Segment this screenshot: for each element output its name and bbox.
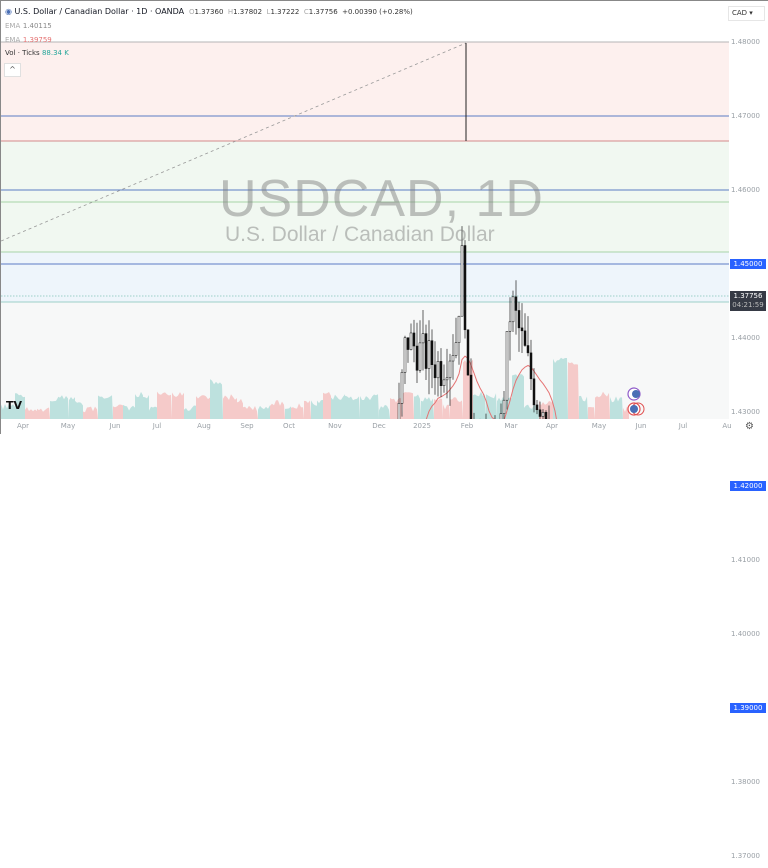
currency-selector[interactable]: CAD ▾ [728, 6, 765, 21]
time-tick: Apr [16, 422, 30, 430]
watermark-name: U.S. Dollar / Canadian Dollar [225, 223, 495, 246]
settings-gear-icon[interactable]: ⚙ [745, 421, 754, 432]
time-tick: Mar [504, 422, 518, 430]
time-axis[interactable]: Apr May Jun Jul Aug Sep Oct Nov Dec 2025 Feb Mar Apr… [1, 419, 768, 435]
price-tick: 1.47000 [731, 112, 760, 120]
time-tick: May [591, 422, 607, 430]
time-tick: May [60, 422, 76, 430]
price-tick: 1.48000 [731, 38, 760, 46]
price-tick: 1.46000 [731, 186, 760, 194]
ema-fast-legend[interactable]: EMA 1.40115 [5, 22, 52, 30]
price-chart-canvas[interactable] [1, 1, 729, 419]
resistance-zone [1, 42, 729, 141]
collapse-legend-button[interactable]: ^ [4, 63, 21, 77]
price-tick: 1.37000 [731, 852, 760, 860]
price-tick: 1.40000 [731, 630, 760, 638]
support-zone [1, 252, 729, 302]
price-tick: 1.44000 [731, 334, 760, 342]
volume-area [1, 357, 629, 419]
time-tick: Jun [635, 422, 647, 430]
price-tick: 1.38000 [731, 778, 760, 786]
economic-event-flags[interactable] [627, 387, 645, 416]
level-price-label: 1.45000 [730, 259, 766, 269]
watermark-ticker: USDCAD, 1D [219, 170, 544, 228]
bar-countdown: 04:21:59 [732, 301, 764, 309]
price-change: +0.00390 (+0.28%) [342, 8, 413, 16]
ema-fast-line [425, 355, 557, 419]
time-tick: Au [722, 422, 732, 430]
mid-zone [1, 141, 729, 252]
price-axis[interactable]: CAD ▾ 1.48000 1.47000 1.46000 1.45000 1.4400… [728, 1, 768, 860]
time-tick: Aug [197, 422, 211, 430]
price-tick: 1.43000 [731, 408, 760, 416]
chart-legend: ◉ U.S. Dollar / Canadian Dollar · 1D · O… [5, 5, 413, 60]
time-tick: 2025 [413, 422, 431, 430]
tradingview-logo[interactable]: TV [6, 399, 23, 412]
time-tick: Feb [460, 422, 474, 430]
time-tick: Jul [678, 422, 688, 430]
ohlc-values: O1.37360 H1.37802 L1.37222 C1.37756 +0.0… [188, 8, 413, 16]
flag-icon [630, 405, 638, 413]
time-tick: Apr [545, 422, 559, 430]
last-price-label: 1.37756 04:21:59 [730, 291, 766, 311]
level-price-label: 1.39000 [730, 703, 766, 713]
volume-legend[interactable]: Vol · Ticks 88.34 K [5, 49, 69, 57]
symbol-title[interactable]: U.S. Dollar / Canadian Dollar · 1D · OAN… [14, 7, 185, 16]
last-price: 1.37756 [733, 292, 763, 300]
time-tick: Jun [109, 422, 121, 430]
candlestick-series [397, 43, 550, 419]
flag-icon [632, 390, 640, 398]
price-tick: 1.41000 [731, 556, 760, 564]
time-tick: Dec [372, 422, 386, 430]
time-tick: Sep [240, 422, 254, 430]
symbol-row[interactable]: ◉ U.S. Dollar / Canadian Dollar · 1D · O… [5, 5, 413, 19]
time-tick: Oct [282, 422, 296, 430]
lower-zone [1, 302, 729, 419]
flag-icon: ◉ [5, 7, 12, 16]
ema-slow-legend[interactable]: EMA 1.39759 [5, 36, 52, 44]
time-tick: Nov [328, 422, 342, 430]
trend-line[interactable] [1, 42, 467, 242]
level-price-label: 1.42000 [730, 481, 766, 491]
time-tick: Jul [152, 422, 162, 430]
